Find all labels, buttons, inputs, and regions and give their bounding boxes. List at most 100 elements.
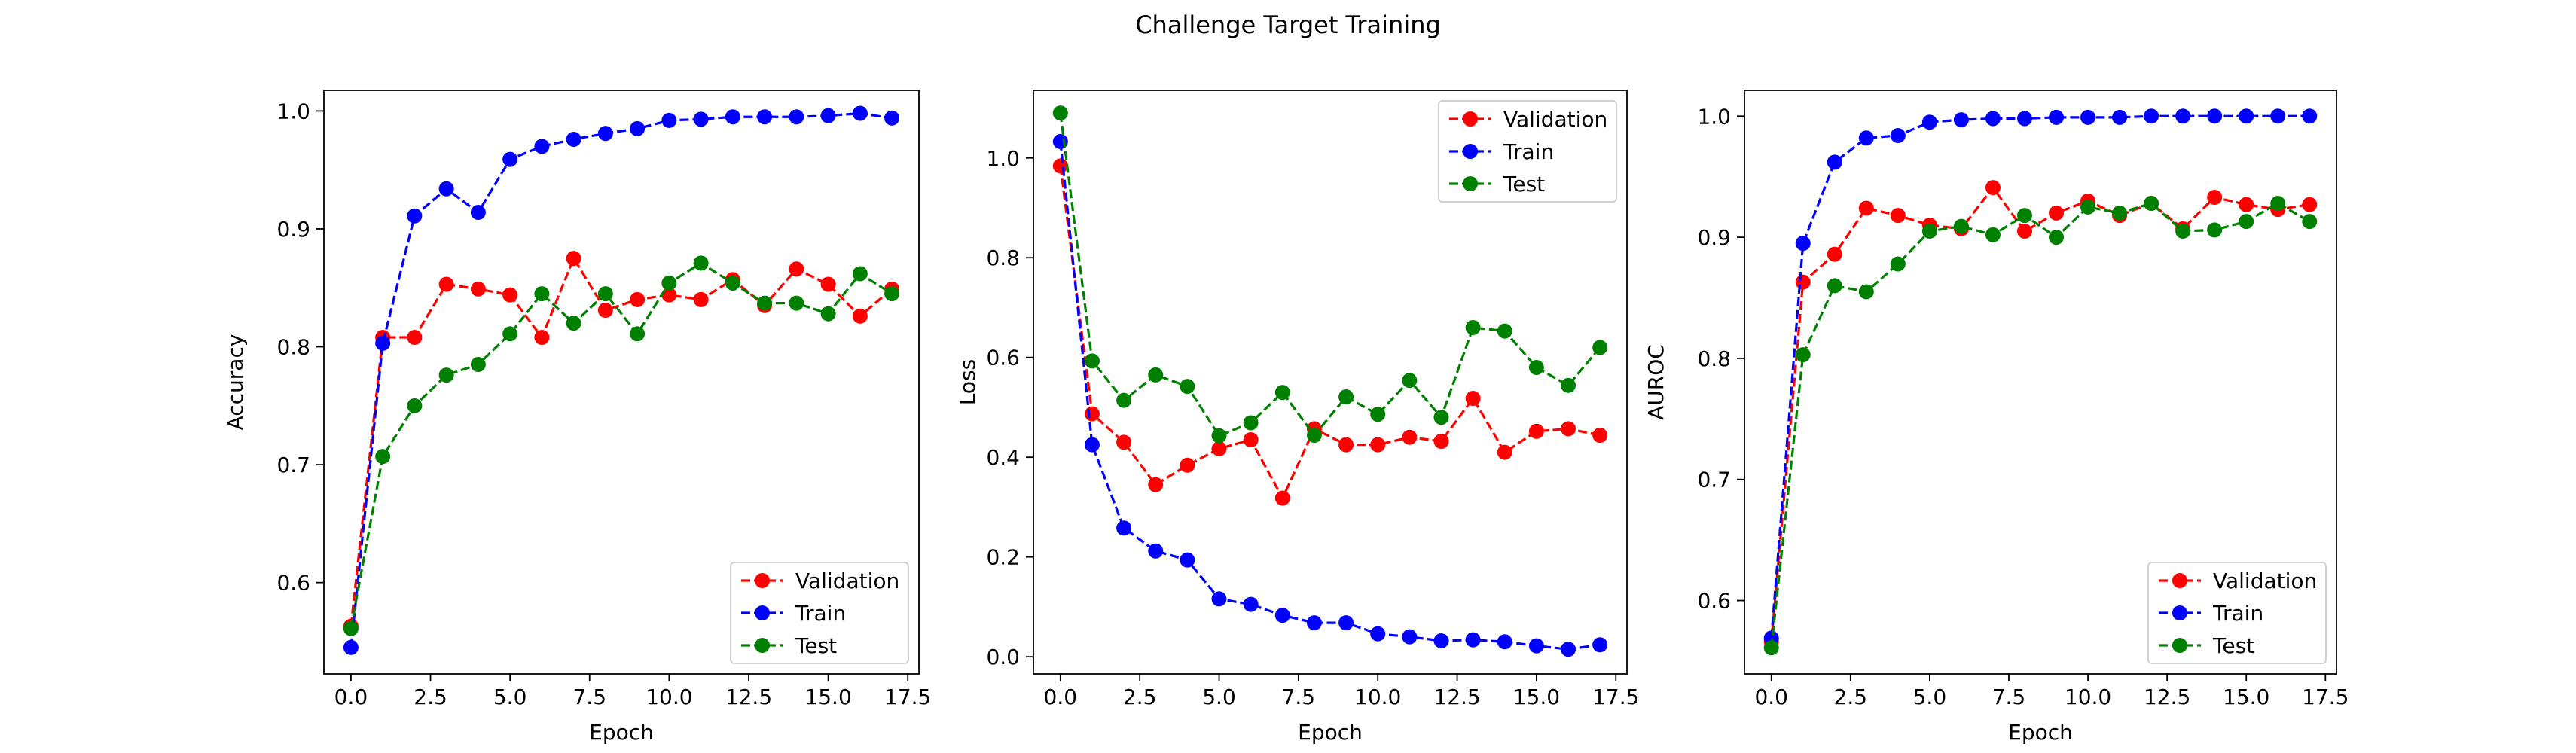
data-point-validation <box>1497 444 1512 460</box>
x-tick-label: 0.0 <box>334 684 368 709</box>
data-point-train <box>725 109 740 125</box>
data-point-test <box>661 275 677 291</box>
data-point-train <box>1465 632 1481 648</box>
data-point-validation <box>820 276 836 292</box>
legend-label-train: Train <box>795 601 846 626</box>
data-point-train <box>884 110 900 126</box>
data-point-validation <box>1402 429 1418 445</box>
x-axis-label: Epoch <box>589 720 654 745</box>
legend-marker-train <box>1463 144 1478 159</box>
data-point-test <box>820 306 836 322</box>
data-point-test <box>1497 323 1512 339</box>
data-point-train <box>2112 109 2128 125</box>
x-tick-label: 10.0 <box>646 684 692 709</box>
chart-panel-loss: 0.0 2.5 5.0 7.5 10.0 12.5 15.0 17.5 0.0 0.2 0.4 0.6… <box>955 90 1639 745</box>
data-point-train <box>1953 112 1969 128</box>
data-point-validation <box>1528 423 1544 439</box>
data-point-validation <box>470 281 486 297</box>
x-tick-label: 2.5 <box>414 684 447 709</box>
data-point-train <box>1211 591 1227 607</box>
y-tick-label: 0.9 <box>1697 225 1731 250</box>
legend-marker-test <box>755 638 770 653</box>
x-tick-label: 0.0 <box>1044 684 1078 709</box>
data-point-validation <box>1211 441 1227 456</box>
data-point-train <box>2270 108 2286 124</box>
data-point-train <box>1985 111 2001 127</box>
legend-label-test: Test <box>795 633 837 658</box>
x-tick-label: 12.5 <box>2144 684 2190 709</box>
data-point-train <box>1370 626 1386 642</box>
x-tick-label: 15.0 <box>804 684 851 709</box>
data-point-validation <box>693 291 709 307</box>
x-tick-label: 0.0 <box>1754 684 1788 709</box>
data-point-test <box>438 367 454 383</box>
data-point-train <box>693 111 709 127</box>
data-point-test <box>1084 353 1100 369</box>
data-point-train <box>1561 642 1576 657</box>
chart-panels: 0.0 2.5 5.0 7.5 10.0 12.5 15.0 17.5 0.6 0.7 0.8 0.9… <box>223 90 2349 745</box>
data-point-train <box>438 181 454 197</box>
data-point-test <box>1985 227 2001 242</box>
data-point-test <box>2144 196 2159 212</box>
legend-label-validation: Validation <box>2213 569 2317 593</box>
data-point-validation <box>1592 428 1608 444</box>
x-tick-label: 2.5 <box>1834 684 1868 709</box>
data-point-test <box>534 286 550 302</box>
data-point-train <box>1528 638 1544 654</box>
data-point-test <box>2016 208 2032 224</box>
data-point-train <box>1858 130 1874 146</box>
data-point-test <box>1890 256 1906 272</box>
x-tick-label: 17.5 <box>2302 684 2349 709</box>
data-point-test <box>1592 340 1608 355</box>
legend-label-test: Test <box>2212 633 2254 658</box>
y-tick-label: 1.0 <box>276 99 310 123</box>
data-point-validation <box>1243 432 1259 448</box>
data-point-train <box>375 335 391 351</box>
data-point-test <box>884 286 900 302</box>
data-point-train <box>1497 634 1512 650</box>
data-point-train <box>502 151 518 167</box>
chart-panel-auroc: 0.0 2.5 5.0 7.5 10.0 12.5 15.0 17.5 0.6 0.7 0.8 0.9… <box>1644 90 2349 745</box>
plot-frame <box>1744 90 2337 675</box>
data-point-train <box>1116 520 1132 536</box>
chart-panel-accuracy: 0.0 2.5 5.0 7.5 10.0 12.5 15.0 17.5 0.6 0.7 0.8 0.9… <box>223 90 931 745</box>
data-point-validation <box>502 287 518 303</box>
data-point-train <box>661 112 677 128</box>
data-point-train <box>2239 108 2254 124</box>
data-point-test <box>1795 347 1811 363</box>
data-point-validation <box>1465 391 1481 407</box>
data-point-test <box>597 286 613 302</box>
x-tick-label: 7.5 <box>572 684 606 709</box>
data-point-train <box>343 639 359 655</box>
data-point-train <box>470 205 486 221</box>
data-point-train <box>757 109 773 125</box>
legend-box <box>2147 562 2327 664</box>
data-point-validation <box>2016 224 2032 239</box>
data-point-test <box>2239 214 2254 230</box>
data-point-test <box>630 326 646 342</box>
data-point-train <box>2207 108 2223 124</box>
x-tick-label: 7.5 <box>1992 684 2026 709</box>
x-tick-label: 17.5 <box>1592 684 1639 709</box>
x-tick-label: 17.5 <box>884 684 931 709</box>
data-point-train <box>2016 111 2032 127</box>
data-point-test <box>1921 224 1937 239</box>
data-point-validation <box>789 261 804 277</box>
data-point-validation <box>1116 434 1132 450</box>
data-point-test <box>1274 385 1290 401</box>
data-point-test <box>693 255 709 271</box>
x-tick-label: 10.0 <box>1354 684 1401 709</box>
legend-marker-validation <box>1463 111 1478 127</box>
data-point-test <box>1211 428 1227 444</box>
legend-marker-validation <box>2172 573 2187 588</box>
data-point-validation <box>597 302 613 318</box>
x-tick-label: 2.5 <box>1123 684 1157 709</box>
data-point-test <box>343 620 359 636</box>
data-point-validation <box>1890 208 1906 224</box>
legend-label-validation: Validation <box>795 569 899 593</box>
data-point-train <box>820 108 836 123</box>
data-point-test <box>1116 392 1132 408</box>
data-point-test <box>1306 428 1322 444</box>
